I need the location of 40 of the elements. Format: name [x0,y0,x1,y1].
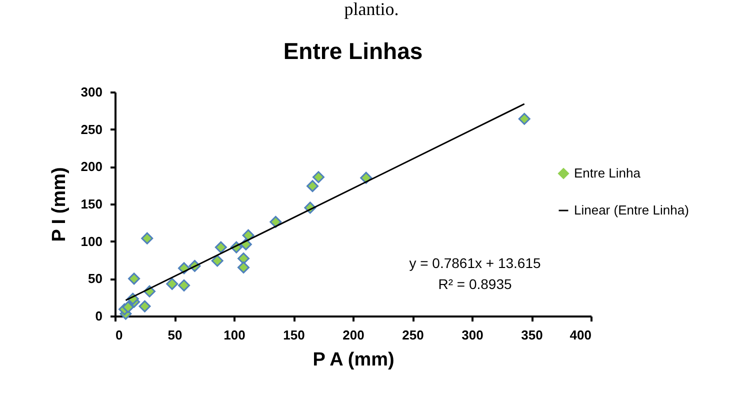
point [238,261,250,274]
y-axis-title: P I (mm) [48,167,70,242]
point [166,278,178,290]
point [141,232,154,244]
legend-label: Linear (Entre Linha) [574,202,689,218]
point [178,279,190,292]
x-tick-label: 250 [402,328,424,342]
x-tick-label: 350 [521,328,543,342]
point [360,172,372,184]
y-tick-label: 50 [88,271,102,286]
point [122,301,134,314]
y-tick-label: 300 [80,84,102,100]
y-tick-label: 0 [95,308,102,324]
y-tick-label: 100 [80,234,102,249]
x-tick-label: 50 [168,328,182,342]
y-tick-label: 200 [80,159,102,174]
point [128,272,140,285]
chart-title: Entre Linhas [283,38,423,64]
point [138,300,151,312]
y-tick-label: 250 [80,122,102,137]
x-axis-title: P A (mm) [312,350,394,370]
annotation: y = 0.7861x + 13.615 [409,255,541,271]
x-tick-label: 0 [116,328,123,342]
x-tick-label: 100 [224,328,246,342]
x-tick-label: 150 [283,328,305,342]
point [242,229,254,242]
point [270,216,282,228]
point [306,180,319,192]
text: plantio. [343,0,400,20]
point [211,254,224,267]
x-tick-label: 300 [462,328,484,342]
point [214,241,227,254]
point [312,171,324,184]
x-tick-label: 400 [570,328,592,342]
point [238,252,250,264]
point [518,112,530,125]
y-tick-label: 150 [80,196,102,212]
legend-label: Entre Linha [574,166,642,180]
x-tick-label: 200 [342,328,364,342]
annotation: R² = 0.8935 [438,276,512,292]
